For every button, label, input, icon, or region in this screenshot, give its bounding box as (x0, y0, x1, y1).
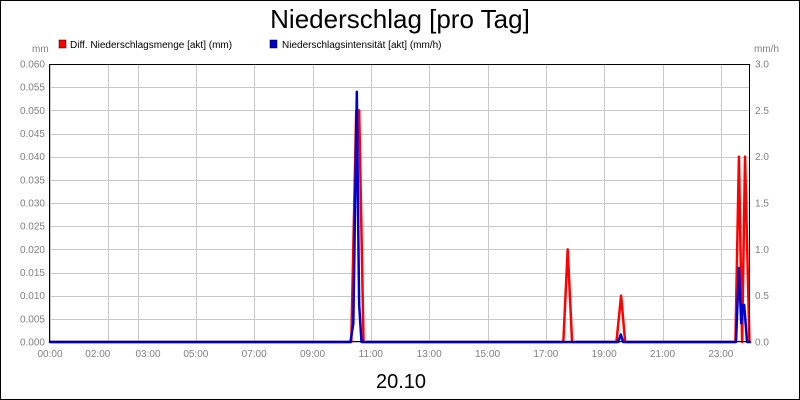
x-tick-label: 17:00 (533, 349, 558, 360)
y-right-tick-label: 2.0 (755, 152, 769, 163)
right-axis-unit: mm/h (754, 44, 779, 55)
date-label: 20.10 (376, 371, 426, 393)
x-tick-label: 02:00 (85, 349, 110, 360)
left-axis-unit: mm (32, 44, 49, 55)
y-left-tick-label: 0.060 (20, 60, 45, 71)
x-tick-label: 21:00 (650, 349, 675, 360)
x-tick-label: 09:00 (300, 349, 325, 360)
y-left-tick-label: 0.030 (20, 199, 45, 210)
y-left-tick-label: 0.035 (20, 175, 45, 186)
y-right-tick-label: 0.0 (755, 338, 769, 349)
y-right-tick-label: 2.5 (755, 106, 769, 117)
legend-swatch-intensitaet (269, 39, 278, 49)
x-tick-label: 07:00 (242, 349, 267, 360)
y-left-tick-label: 0.050 (20, 106, 45, 117)
y-left-tick-label: 0.000 (20, 338, 45, 349)
legend-label-intensitaet: Niederschlagsintensität [akt] (mm/h) (282, 40, 442, 51)
y-left-tick-label: 0.020 (20, 245, 45, 256)
x-tick-label: 11:00 (359, 349, 384, 360)
y-left-tick-label: 0.045 (20, 129, 45, 140)
y-left-tick-label: 0.025 (20, 222, 45, 233)
x-tick-label: 23:00 (708, 349, 733, 360)
legend: Diff. Niederschlagsmenge [akt] (mm) Nied… (58, 39, 442, 51)
x-tick-label: 19:00 (592, 349, 617, 360)
y-right-tick-label: 1.0 (755, 245, 769, 256)
y-left-tick-label: 0.040 (20, 152, 45, 163)
x-tick-label: 05:00 (183, 349, 208, 360)
axis-labels: 0.000 0.005 0.010 0.015 0.020 0.025 0.030 0.035… (20, 60, 769, 361)
y-right-tick-label: 3.0 (755, 60, 769, 71)
legend-swatch-menge (58, 39, 67, 49)
grid (50, 64, 750, 343)
y-left-tick-label: 0.010 (20, 291, 45, 302)
legend-label-menge: Diff. Niederschlagsmenge [akt] (mm) (70, 40, 232, 51)
y-right-tick-label: 1.5 (755, 199, 769, 210)
y-left-tick-label: 0.015 (20, 268, 45, 279)
x-tick-label: 15:00 (475, 349, 500, 360)
x-tick-label: 13:00 (417, 349, 442, 360)
series-line-niederschlagsintensitaet (48, 90, 752, 344)
y-left-tick-label: 0.005 (20, 314, 45, 325)
x-tick-label: 03:00 (136, 349, 161, 360)
chart-title: Niederschlag [pro Tag] (270, 4, 530, 34)
x-tick-label: 00:00 (37, 349, 62, 360)
plot-area-border (49, 64, 750, 342)
y-right-tick-label: 0.5 (755, 291, 769, 302)
y-left-tick-label: 0.055 (20, 83, 45, 94)
